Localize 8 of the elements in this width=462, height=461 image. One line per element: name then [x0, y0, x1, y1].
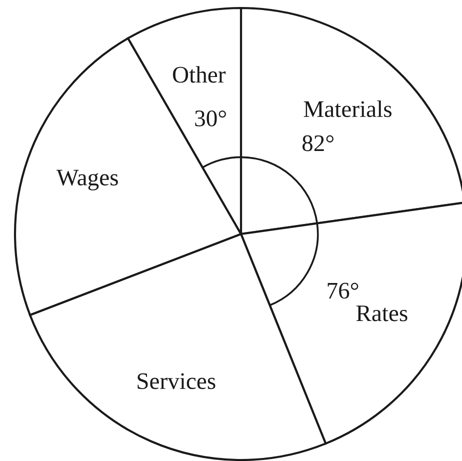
slice-label: Rates: [356, 306, 408, 322]
slice-label: Services: [138, 373, 216, 390]
slice-label: Other: [172, 66, 226, 83]
data-label: 82°: [302, 135, 334, 152]
slice-label: Materials: [304, 100, 392, 118]
data-label: 76°: [328, 282, 358, 299]
data-label: 30°: [195, 110, 226, 126]
slice-label: Wages: [56, 170, 118, 190]
